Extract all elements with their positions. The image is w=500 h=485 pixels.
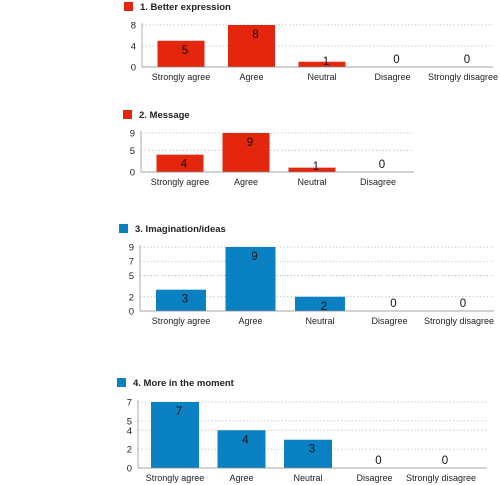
- y-tick-label: 8: [131, 21, 136, 32]
- data-label: 0: [464, 54, 470, 66]
- category-label: Agree: [229, 473, 253, 483]
- chart-3: 3. Imagination/ideas 0 2 5 7 9 3 Strongly agree…: [119, 224, 494, 326]
- bar: [225, 247, 276, 311]
- y-tick-label: 5: [129, 271, 134, 282]
- data-label: 0: [375, 455, 381, 467]
- category-label: Strongly agree: [152, 316, 211, 326]
- chart-1: 1. Better expression 0 4 8 5 Strongly agree 8 A…: [124, 2, 498, 82]
- y-tick-label: 5: [130, 146, 135, 157]
- bar: [157, 40, 205, 67]
- data-label: 4: [181, 159, 188, 171]
- bar: [156, 289, 206, 311]
- bar: [156, 154, 204, 172]
- data-label: 0: [390, 298, 396, 310]
- data-label: 4: [242, 434, 249, 446]
- data-label: 0: [393, 54, 399, 66]
- category-label: Agree: [239, 72, 263, 82]
- chart-title: 2. Message: [139, 110, 190, 121]
- category-label: Disagree: [360, 177, 396, 187]
- legend-swatch: [124, 2, 133, 11]
- chart-title: 4. More in the moment: [133, 378, 235, 389]
- category-label: Disagree: [356, 473, 392, 483]
- y-tick-label: 2: [127, 445, 132, 456]
- data-label: 3: [309, 444, 315, 456]
- bar: [222, 133, 270, 172]
- data-label: 9: [251, 251, 257, 263]
- y-tick-label: 0: [129, 307, 134, 318]
- data-label: 9: [247, 137, 253, 149]
- category-label: Neutral: [307, 72, 336, 82]
- data-label: 7: [176, 406, 182, 418]
- y-tick-label: 0: [130, 168, 135, 179]
- category-label: Strongly disagree: [424, 316, 494, 326]
- category-label: Strongly agree: [152, 72, 211, 82]
- data-label: 1: [323, 56, 329, 68]
- category-label: Strongly agree: [146, 473, 205, 483]
- chart-2: 2. Message 0 5 9 4 Strongly agree 9 Agree 1 Neutr…: [123, 110, 414, 187]
- bar: [288, 167, 336, 172]
- category-label: Neutral: [297, 177, 326, 187]
- bar: [217, 430, 266, 468]
- y-tick-label: 0: [127, 464, 132, 475]
- y-tick-label: 2: [129, 292, 134, 303]
- legend-swatch: [123, 110, 132, 119]
- legend-swatch: [119, 224, 128, 233]
- data-label: 0: [442, 455, 448, 467]
- data-label: 0: [460, 298, 466, 310]
- y-tick-label: 7: [127, 398, 132, 409]
- bar: [295, 296, 345, 311]
- category-label: Neutral: [293, 473, 322, 483]
- category-label: Neutral: [305, 316, 334, 326]
- category-label: Strongly agree: [151, 177, 210, 187]
- bar: [298, 61, 346, 67]
- y-tick-label: 4: [127, 426, 132, 437]
- data-label: 5: [182, 45, 188, 57]
- chart-title: 1. Better expression: [140, 2, 231, 13]
- data-label: 8: [252, 29, 258, 41]
- category-label: Agree: [234, 177, 258, 187]
- category-label: Agree: [238, 316, 262, 326]
- y-tick-label: 9: [130, 129, 135, 140]
- y-tick-label: 4: [131, 42, 136, 53]
- y-tick-label: 0: [131, 63, 136, 74]
- category-label: Strongly disagree: [406, 473, 476, 483]
- y-tick-label: 9: [129, 243, 134, 254]
- legend-swatch: [117, 378, 126, 387]
- category-label: Disagree: [371, 316, 407, 326]
- y-tick-label: 7: [129, 257, 134, 268]
- bar: [151, 402, 199, 468]
- data-label: 2: [321, 301, 327, 313]
- bar: [228, 25, 275, 67]
- data-label: 0: [379, 159, 385, 171]
- category-label: Strongly disagree: [428, 72, 498, 82]
- chart-title: 3. Imagination/ideas: [135, 224, 226, 235]
- data-label: 3: [182, 294, 188, 306]
- bar: [284, 439, 332, 468]
- y-tick-label: 5: [127, 416, 132, 427]
- category-label: Disagree: [374, 72, 410, 82]
- data-label: 1: [313, 161, 319, 173]
